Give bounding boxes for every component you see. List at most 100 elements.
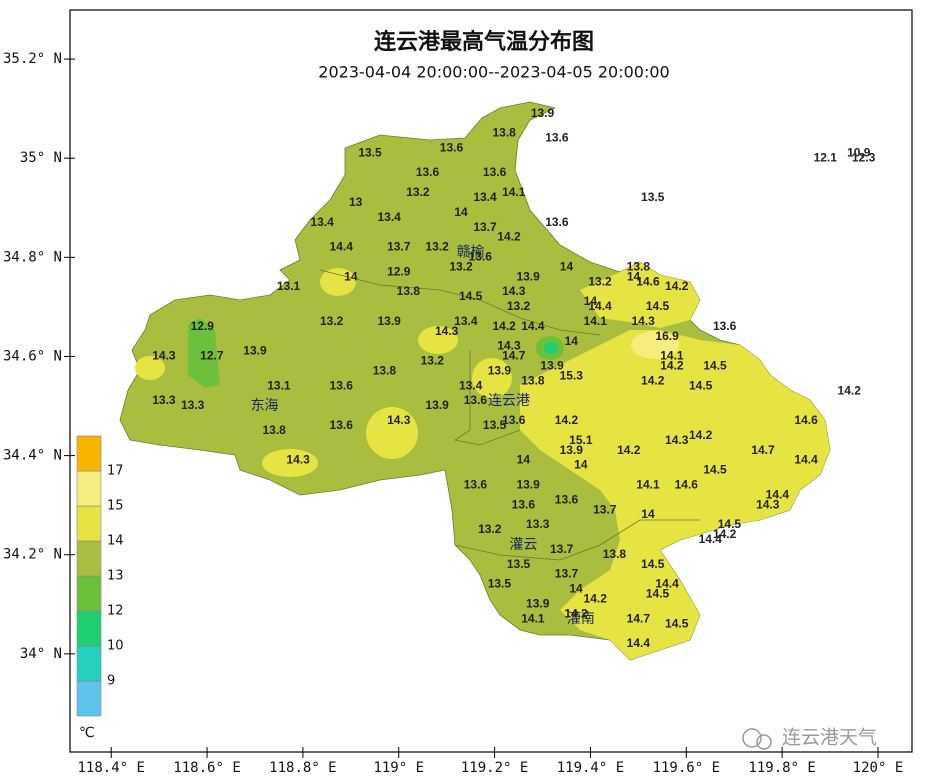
station-value: 12.9	[191, 319, 215, 333]
region-yellow	[472, 358, 512, 398]
station-value: 13.9	[243, 344, 267, 358]
station-value: 14.4	[655, 577, 679, 591]
station-value: 13.1	[267, 378, 291, 392]
station-value: 16.9	[655, 329, 679, 343]
station-value: 13.6	[464, 478, 488, 492]
station-value: 14	[641, 507, 655, 521]
station-value: 13.6	[440, 140, 464, 154]
station-value: 12.9	[387, 264, 411, 278]
station-value: 13.5	[483, 418, 507, 432]
station-value: 14.3	[665, 433, 689, 447]
x-tick-label: 119.8° E	[748, 760, 815, 776]
station-value: 14.7	[502, 349, 526, 363]
station-value: 14.3	[497, 339, 521, 353]
station-value: 14.2	[665, 279, 689, 293]
station-value: 13.6	[555, 492, 579, 506]
station-value: 13.8	[603, 547, 627, 561]
station-value: 13.3	[181, 398, 205, 412]
county-boundary	[319, 269, 700, 561]
station-value: 14.5	[665, 616, 689, 630]
region-yellow	[520, 330, 830, 660]
region-yellow	[418, 326, 458, 354]
y-tick-label: 34.8° N	[3, 249, 62, 265]
station-value: 14.3	[286, 453, 310, 467]
station-value: 13.8	[262, 423, 286, 437]
station-value: 13.4	[377, 210, 401, 224]
station-value: 13.9	[516, 269, 540, 283]
station-value: 13.4	[454, 314, 478, 328]
station-value: 13.3	[152, 393, 176, 407]
watermark-icon	[742, 728, 762, 748]
station-value: 14.6	[794, 413, 818, 427]
region-teal	[544, 342, 558, 354]
station-value: 14.4	[627, 636, 651, 650]
station-value: 13.8	[397, 284, 421, 298]
station-value: 13.5	[641, 190, 665, 204]
station-value: 10.9	[847, 145, 871, 159]
station-value: 13.7	[555, 567, 579, 581]
station-value: 13.4	[473, 190, 497, 204]
station-value: 13.7	[593, 502, 617, 516]
station-value: 14.2	[660, 359, 684, 373]
station-value: 13.3	[526, 517, 550, 531]
station-value: 13.6	[545, 215, 569, 229]
station-value: 12.7	[200, 349, 224, 363]
station-value: 14.4	[794, 453, 818, 467]
station-value: 13.8	[373, 364, 397, 378]
station-value: 13.8	[492, 126, 516, 140]
y-tick-label: 34° N	[20, 646, 62, 662]
station-value: 13.6	[464, 393, 488, 407]
station-value: 13.2	[320, 314, 344, 328]
station-value: 12.1	[814, 150, 838, 164]
place-name: 连云港	[488, 393, 530, 409]
legend-swatch	[76, 610, 102, 647]
station-value: 13.6	[502, 413, 526, 427]
station-value: 13.2	[478, 522, 502, 536]
station-value: 13.6	[512, 497, 536, 511]
station-value: 14	[574, 458, 588, 472]
station-value: 14.5	[703, 463, 727, 477]
station-value: 13.6	[330, 418, 354, 432]
legend-swatch	[76, 575, 102, 612]
station-value: 13.9	[560, 443, 584, 457]
watermark-text: 连云港天气	[782, 727, 877, 749]
legend-unit: ℃	[79, 725, 95, 741]
station-value: 13.5	[358, 145, 382, 159]
x-tick-label: 119.4° E	[557, 760, 624, 776]
region-yellow	[262, 449, 318, 477]
x-tick-label: 118.8° E	[269, 760, 336, 776]
station-value: 14.2	[564, 606, 588, 620]
station-value: 14.2	[713, 527, 737, 541]
legend-label: 17	[107, 464, 124, 479]
station-value: 14.4	[699, 532, 723, 546]
station-value: 14.1	[502, 185, 526, 199]
station-value: 15.1	[569, 433, 593, 447]
station-value: 13.4	[459, 378, 483, 392]
station-value: 13.9	[377, 314, 401, 328]
station-value: 14	[627, 269, 641, 283]
x-tick-label: 118.6° E	[173, 760, 240, 776]
station-value: 14.2	[497, 230, 521, 244]
station-value: 14	[569, 582, 583, 596]
station-value: 14.5	[459, 289, 483, 303]
station-value: 14.3	[502, 284, 526, 298]
station-value: 14.4	[588, 299, 612, 313]
map-title: 连云港最高气温分布图	[374, 29, 594, 55]
legend-swatch	[76, 435, 102, 472]
region	[119, 101, 831, 661]
station-value: 13.9	[531, 106, 555, 120]
station-value: 13.2	[406, 185, 430, 199]
station-value: 14.4	[521, 319, 545, 333]
station-value: 13.9	[526, 596, 550, 610]
station-value: 13.6	[330, 378, 354, 392]
y-tick-label: 34.4° N	[3, 448, 62, 464]
station-value: 14.7	[627, 611, 651, 625]
station-value: 14	[560, 259, 574, 273]
legend-label: 10	[107, 639, 124, 654]
station-value: 13.1	[277, 279, 301, 293]
station-value: 13.7	[387, 240, 411, 254]
legend-swatch	[76, 540, 102, 577]
station-value: 13.6	[469, 250, 493, 264]
station-value: 14.1	[660, 349, 684, 363]
station-value: 14.2	[617, 443, 641, 457]
